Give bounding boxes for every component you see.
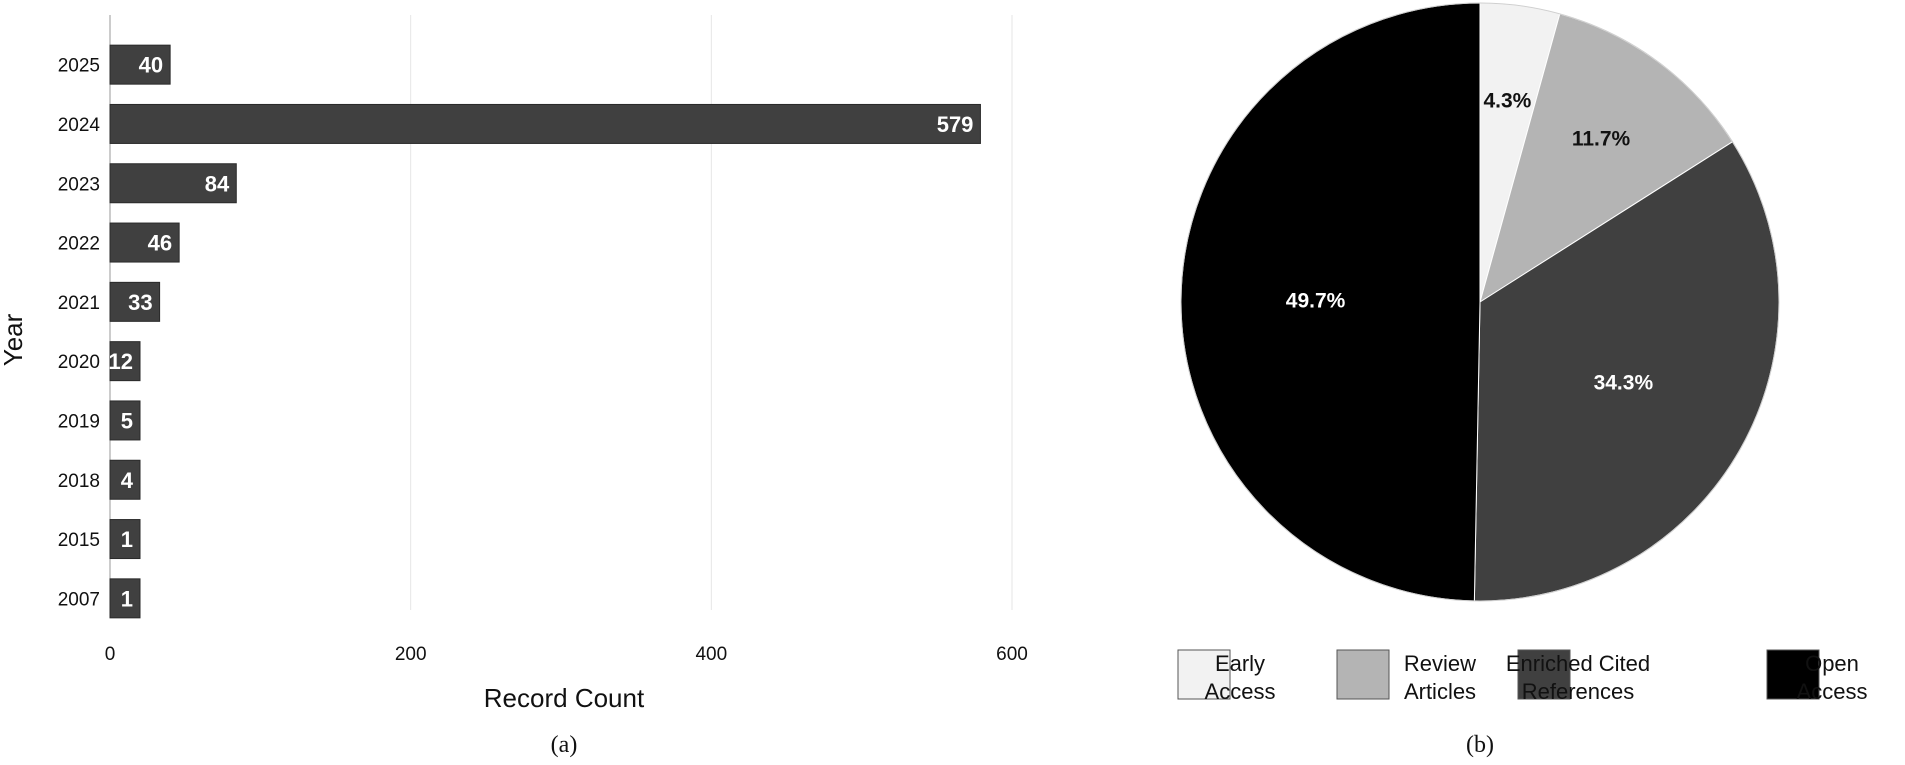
pie-slice-labels: 4.3% 11.7% 34.3% 49.7% [1286, 90, 1654, 395]
bar-value-label: 12 [109, 349, 133, 374]
legend-label-line: Review [1404, 651, 1476, 676]
y-axis-title: Year [0, 313, 28, 366]
bar-value-label: 1 [121, 586, 133, 611]
legend-label: Open Access [1797, 651, 1868, 704]
pie-slice-label: 4.3% [1483, 90, 1531, 113]
bars: 40 579 84 46 33 12 5 4 1 1 [109, 44, 981, 619]
legend-label: Early Access [1205, 651, 1276, 704]
legend-label-line: References [1522, 679, 1635, 704]
x-axis-title: Record Count [484, 683, 645, 713]
x-tick-label: 0 [105, 644, 116, 665]
legend-item: Review Articles [1336, 649, 1476, 704]
legend-item: Early Access [1177, 649, 1276, 704]
y-tick-label: 2015 [58, 530, 100, 551]
bar-value-label: 5 [121, 408, 133, 433]
bar-value-label: 1 [121, 527, 133, 552]
legend-label-line: Articles [1404, 679, 1476, 704]
legend-label-line: Access [1797, 679, 1868, 704]
bar-value-label: 40 [139, 53, 163, 78]
legend-swatch [1766, 649, 1820, 700]
legend-label: Review Articles [1404, 651, 1476, 704]
legend-item: Enriched Cited References [1506, 649, 1650, 704]
y-tick-label: 2020 [58, 352, 100, 373]
legend-swatch [1336, 649, 1390, 700]
bar-value-label: 46 [148, 231, 172, 256]
y-tick-label: 2021 [58, 293, 100, 314]
bar [109, 341, 141, 382]
bar-value-label: 33 [128, 290, 152, 315]
x-tick-label: 600 [996, 644, 1028, 665]
bar [109, 578, 141, 619]
pie-slice-label: 11.7% [1572, 128, 1631, 151]
bar [109, 44, 171, 85]
legend-label: Enriched Cited References [1506, 651, 1650, 704]
caption-a: (a) [551, 732, 578, 758]
legend-swatch [1517, 649, 1571, 700]
y-tick-label: 2007 [58, 589, 100, 610]
bar [109, 459, 141, 500]
y-tick-label: 2022 [58, 234, 100, 255]
legend: Early Access Review Articles Enriched Cited R… [1177, 649, 1868, 704]
legend-label-line: Open [1805, 651, 1859, 676]
y-tick-labels: 2025 2024 2023 2022 2021 2020 2019 2018 2015 2007 [58, 56, 101, 611]
pie-chart: 4.3% 11.7% 34.3% 49.7% Early Access Review Art… [1177, 2, 1868, 758]
bar [109, 163, 237, 204]
y-tick-label: 2024 [58, 115, 101, 136]
bar [109, 519, 141, 560]
pie-slice-label: 49.7% [1286, 289, 1346, 312]
y-tick-label: 2023 [58, 174, 100, 195]
legend-label-line: Early [1215, 651, 1265, 676]
pie-slice-label: 34.3% [1594, 372, 1654, 395]
bar [109, 281, 161, 322]
pie-slices [1180, 2, 1780, 602]
bar [109, 222, 180, 263]
x-tick-labels: 0 200 400 600 [105, 644, 1028, 665]
bar [109, 103, 981, 144]
x-tick-label: 400 [695, 644, 727, 665]
x-tick-label: 200 [395, 644, 427, 665]
legend-label-line: Enriched Cited [1506, 651, 1650, 676]
y-tick-label: 2018 [58, 471, 100, 492]
y-tick-label: 2025 [58, 56, 100, 77]
bar [109, 400, 141, 441]
pie-outline [1180, 2, 1780, 602]
bar-value-label: 84 [205, 171, 230, 196]
bar-value-label: 4 [121, 468, 134, 493]
bar-value-label: 579 [937, 112, 974, 137]
y-tick-label: 2019 [58, 411, 100, 432]
legend-swatch [1177, 649, 1231, 700]
legend-label-line: Access [1205, 679, 1276, 704]
legend-item: Open Access [1766, 649, 1868, 704]
caption-b: (b) [1466, 732, 1494, 758]
